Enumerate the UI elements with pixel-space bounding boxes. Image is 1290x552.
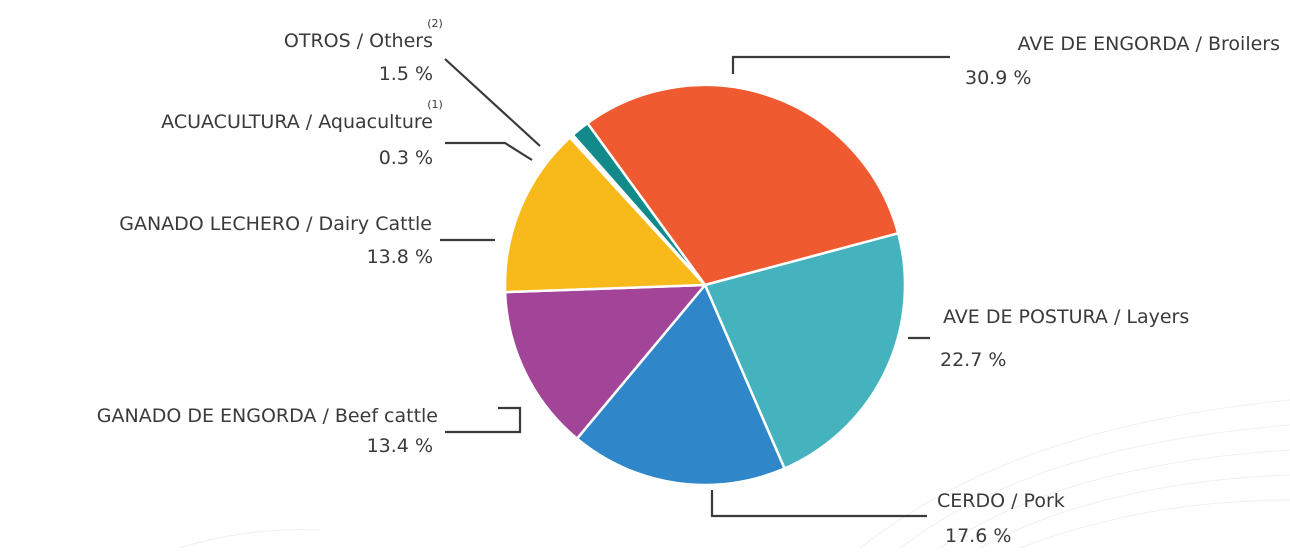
slice-note-others: (2) bbox=[427, 17, 443, 30]
slice-label-layers: AVE DE POSTURA / Layers bbox=[943, 306, 1189, 328]
leader-lines bbox=[440, 55, 950, 518]
leader-line-pork bbox=[710, 490, 927, 518]
slice-value-others: 1.5 % bbox=[379, 63, 433, 85]
pie-slice-beef bbox=[503, 283, 707, 440]
pie-slice-broilers bbox=[586, 83, 900, 287]
slice-value-layers: 22.7 % bbox=[940, 349, 1006, 371]
slice-label-dairy: GANADO LECHERO / Dairy Cattle bbox=[119, 213, 432, 235]
slice-value-broilers: 30.9 % bbox=[965, 67, 1031, 89]
pie-slices bbox=[503, 83, 907, 487]
slice-note-aquaculture: (1) bbox=[427, 98, 443, 111]
slice-value-dairy: 13.8 % bbox=[367, 246, 433, 268]
slice-value-pork: 17.6 % bbox=[945, 525, 1011, 547]
leader-line-others bbox=[444, 58, 541, 147]
leader-line-aquaculture bbox=[445, 141, 533, 161]
slice-label-pork: CERDO / Pork bbox=[937, 490, 1065, 512]
slice-value-aquaculture: 0.3 % bbox=[379, 147, 433, 169]
background-decoration bbox=[179, 399, 1290, 549]
slice-label-others: OTROS / Others bbox=[284, 30, 433, 52]
pie-slice-pork bbox=[575, 283, 786, 487]
slice-label-broilers: AVE DE ENGORDA / Broilers bbox=[1018, 33, 1280, 55]
leader-line-beef bbox=[445, 406, 522, 434]
pie-slice-layers bbox=[703, 232, 907, 470]
leader-line-broilers bbox=[731, 55, 950, 74]
pie-slice-others bbox=[571, 121, 707, 287]
slice-label-beef: GANADO DE ENGORDA / Beef cattle bbox=[97, 405, 438, 427]
slice-value-beef: 13.4 % bbox=[367, 435, 433, 457]
slice-labels: AVE DE ENGORDA / Broilers 30.9 % AVE DE PO… bbox=[97, 17, 1280, 547]
pie-slice-dairy bbox=[503, 136, 707, 294]
slice-label-aquaculture: ACUACULTURA / Aquaculture bbox=[161, 111, 433, 133]
